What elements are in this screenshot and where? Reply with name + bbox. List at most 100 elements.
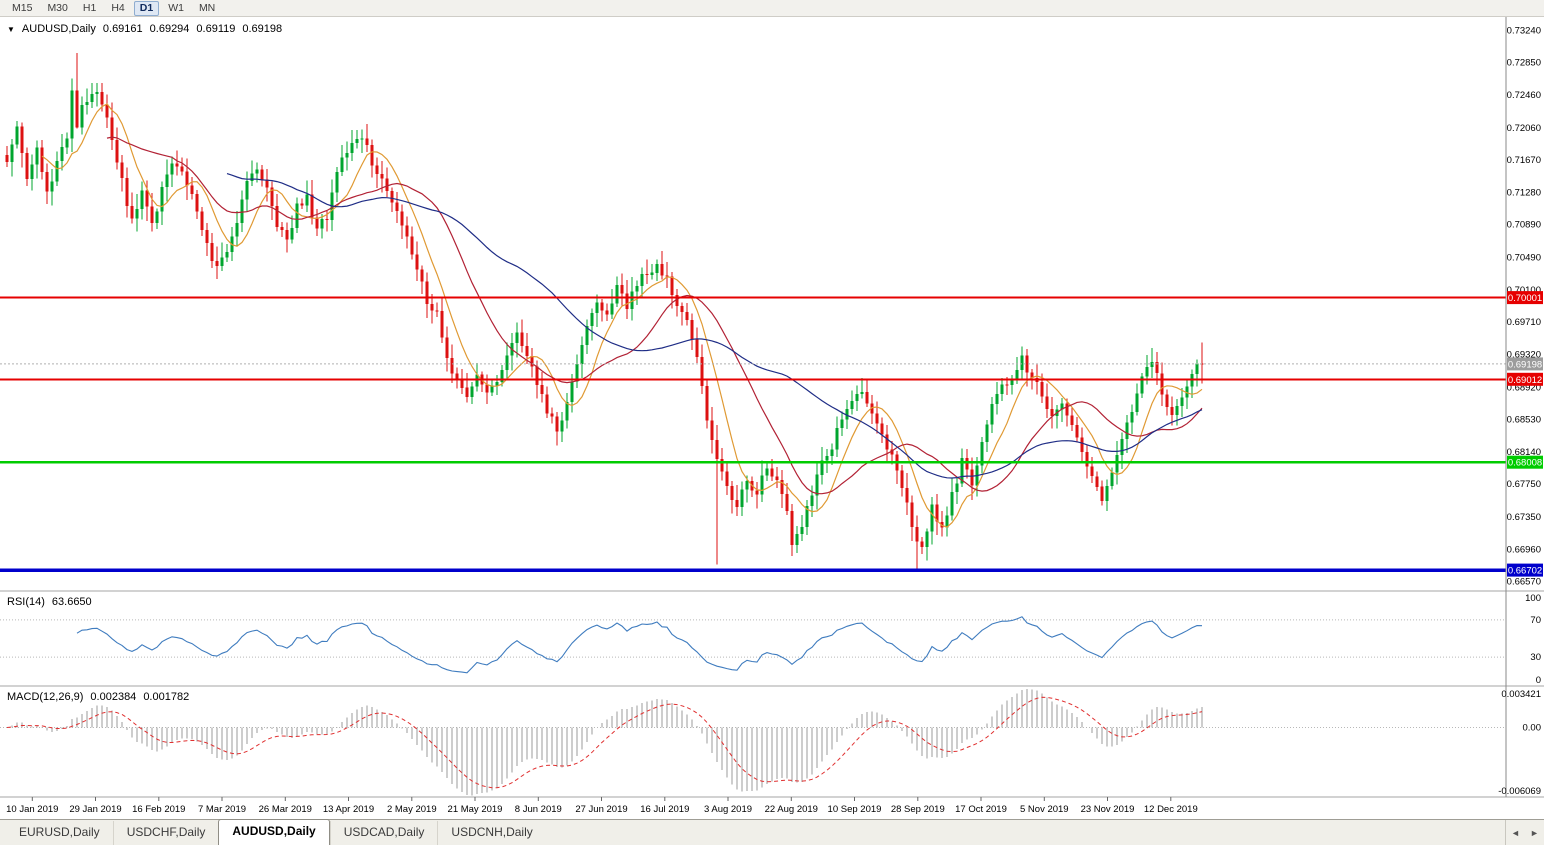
candle-body — [800, 526, 804, 535]
candle-body — [250, 173, 254, 181]
candle-body — [170, 163, 174, 175]
candle-body — [1150, 362, 1154, 368]
candle-body — [190, 185, 194, 195]
candle-body — [585, 326, 589, 346]
candle-body — [1160, 373, 1164, 395]
candle-body — [645, 274, 649, 276]
tab-usdchf[interactable]: USDCHF,Daily — [112, 821, 219, 845]
candle-body — [1030, 372, 1034, 378]
candle-body — [680, 306, 684, 313]
candle-body — [445, 337, 449, 358]
macd-histogram — [11, 689, 1203, 796]
candle-body — [935, 504, 939, 522]
candle-body — [185, 171, 189, 186]
candle-body — [695, 339, 699, 358]
candle-body — [690, 320, 694, 340]
price-tick-label: 0.68530 — [1507, 415, 1541, 426]
date-tick-label: 16 Jul 2019 — [640, 804, 689, 815]
candle-body — [1170, 407, 1174, 415]
candle-body — [915, 527, 919, 542]
candle-body — [1100, 486, 1104, 501]
candle-body — [15, 126, 19, 145]
candle-body — [910, 502, 914, 528]
candle-body — [780, 480, 784, 494]
tab-usdcnh[interactable]: USDCNH,Daily — [437, 821, 545, 845]
candle-body — [880, 423, 884, 435]
candle-body — [95, 91, 99, 94]
candle-body — [1070, 415, 1074, 425]
candle-body — [195, 194, 199, 212]
candle-body — [840, 419, 844, 428]
candle-body — [20, 126, 24, 154]
price-level-label-text: 0.70001 — [1508, 293, 1542, 304]
tab-audusd[interactable]: AUDUSD,Daily — [218, 819, 330, 845]
timeframe-button-d1[interactable]: D1 — [133, 0, 160, 16]
candle-body — [85, 102, 89, 106]
candle-body — [670, 276, 674, 296]
price-tick-label: 0.72060 — [1507, 123, 1541, 134]
candle-body — [1120, 438, 1124, 455]
candle-body — [1060, 403, 1064, 410]
candle-body — [590, 313, 594, 327]
candle-body — [775, 476, 779, 481]
candle-body — [495, 381, 499, 386]
timeframe-button-m15[interactable]: M15 — [12, 1, 33, 14]
macd-current-value: 0.002384 — [90, 691, 137, 703]
price-tick-label: 0.67750 — [1507, 479, 1541, 490]
candle-body — [285, 230, 289, 240]
price-level-label — [1507, 563, 1543, 577]
date-tick-label: 22 Aug 2019 — [765, 804, 818, 815]
candle-body — [1195, 363, 1199, 375]
price-tick-label: 0.66570 — [1507, 577, 1541, 588]
candle-body — [1020, 355, 1024, 370]
timeframe-button-w1[interactable]: W1 — [168, 1, 184, 14]
candle-body — [1065, 403, 1069, 416]
tab-scroll-right-button[interactable]: ► — [1530, 827, 1539, 838]
candle-body — [505, 355, 509, 371]
date-tick-label: 3 Aug 2019 — [704, 804, 752, 815]
date-tick-label: 21 May 2019 — [448, 804, 503, 815]
candle-body — [655, 263, 659, 273]
candle-body — [30, 164, 34, 179]
candle-body — [470, 386, 474, 397]
candle-body — [225, 252, 229, 258]
candle-body — [375, 165, 379, 174]
candle-body — [385, 178, 389, 191]
candle-body — [540, 384, 544, 395]
candle-body — [1165, 394, 1169, 408]
candle-body — [455, 373, 459, 381]
candle-body — [615, 285, 619, 304]
collapse-chart-icon[interactable]: ▼ — [7, 24, 15, 34]
candle-body — [295, 203, 299, 229]
candle-body — [580, 345, 584, 365]
candle-body — [995, 394, 999, 405]
candle-body — [575, 364, 579, 382]
tab-eurusd[interactable]: EURUSD,Daily — [19, 825, 100, 839]
price-chart-canvas[interactable]: 0.73240 0.72850 0.72460 0.72060 0.71670 0.712… — [0, 17, 1544, 819]
candle-body — [1115, 454, 1119, 473]
tab-usdcad[interactable]: USDCAD,Daily — [329, 821, 438, 845]
timeframe-button-h4[interactable]: H4 — [111, 1, 125, 14]
price-tick-label: 0.69320 — [1507, 349, 1541, 360]
date-tick-label: 12 Dec 2019 — [1144, 804, 1198, 815]
candle-body — [395, 202, 399, 212]
candle-body — [145, 190, 149, 207]
timeframe-button-h1[interactable]: H1 — [82, 1, 97, 14]
price-tick-label: 0.70890 — [1507, 220, 1541, 231]
candle-body — [430, 304, 434, 311]
candle-body — [410, 236, 414, 255]
timeframe-button-m30[interactable]: M30 — [47, 1, 68, 14]
candle-body — [530, 356, 534, 367]
candle-body — [25, 153, 29, 179]
candle-body — [420, 269, 424, 282]
candle-body — [1080, 437, 1084, 453]
candle-body — [945, 515, 949, 528]
candle-body — [65, 138, 69, 148]
candle-body — [345, 153, 349, 158]
candle-body — [550, 413, 554, 417]
candle-body — [370, 145, 374, 166]
timeframe-button-mn[interactable]: MN — [198, 1, 216, 14]
tab-scroll-left-button[interactable]: ◄ — [1511, 827, 1520, 838]
candle-body — [610, 303, 614, 315]
candle-body — [415, 254, 419, 270]
